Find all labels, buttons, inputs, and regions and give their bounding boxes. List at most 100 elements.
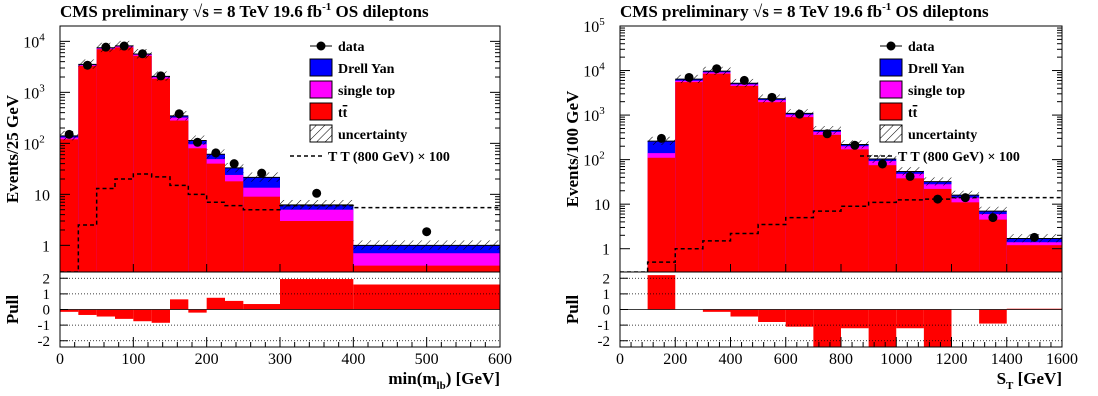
x-tick-label: 1200 — [936, 351, 968, 368]
pull-bar — [78, 309, 97, 315]
bar-ttbar — [115, 47, 134, 272]
pull-axis-label: Pull — [563, 295, 582, 325]
x-tick-label: 0 — [616, 351, 624, 368]
data-point — [64, 129, 74, 139]
data-point — [193, 137, 202, 147]
x-tick-label: 0 — [56, 351, 64, 368]
x-tick-label: 600 — [488, 351, 512, 368]
legend-data-marker — [316, 41, 326, 51]
legend-label-ttbar: tt — [338, 106, 348, 121]
x-tick-label: 500 — [415, 351, 439, 368]
data-point — [712, 64, 722, 74]
pull-bar — [96, 309, 115, 317]
y-tick-label: 102 — [23, 133, 45, 153]
x-tick-label: 200 — [663, 351, 687, 368]
x-tick-label: 300 — [268, 351, 292, 368]
bar-ttbar — [730, 85, 759, 272]
pull-bar — [280, 279, 354, 310]
pull-bar — [702, 309, 731, 312]
legend-label-signal: T T (800 GeV) × 100 — [328, 150, 450, 165]
bar-ttbar — [206, 163, 225, 272]
data-point — [101, 42, 111, 52]
data-point — [156, 71, 166, 81]
legend-label-ttbar: tt — [908, 106, 918, 121]
x-tick-label: 600 — [774, 351, 798, 368]
bar-ttbar — [896, 178, 924, 272]
legend-label-data: data — [338, 40, 364, 55]
x-axis-label: min(mlb) [GeV] — [388, 369, 500, 392]
y-tick-label: 10 — [34, 187, 50, 204]
data-point — [138, 49, 147, 59]
data-point — [905, 171, 915, 181]
data-point — [1029, 232, 1039, 242]
legend-label-drell-yan: Drell Yan — [338, 62, 395, 77]
signal-line — [620, 196, 1062, 272]
data-point — [739, 75, 749, 85]
data-point — [119, 41, 129, 51]
x-tick-label: 800 — [829, 351, 853, 368]
legend-swatch-uncertainty — [879, 124, 903, 143]
data-point — [850, 140, 860, 150]
pull-bar — [896, 309, 924, 329]
y-axis-label: Events/100 GeV — [563, 90, 582, 207]
pull-y-tick-label: 1 — [43, 287, 51, 303]
bar-ttbar — [951, 202, 980, 272]
x-tick-label: 1400 — [991, 351, 1023, 368]
legend-swatch — [309, 80, 333, 99]
pull-bar — [115, 309, 134, 319]
bar-ttbar — [758, 102, 786, 272]
data-point — [684, 72, 694, 82]
main-plot-area — [60, 40, 500, 272]
bar-ttbar — [1006, 245, 1062, 272]
data-point — [767, 92, 777, 102]
chart-title: CMS preliminary √s = 8 TeV 19.6 fb-1 OS … — [620, 1, 989, 21]
legend-swatch — [879, 80, 903, 99]
pull-axis-label: Pull — [3, 295, 22, 325]
data-point — [933, 194, 943, 204]
data-point — [229, 159, 239, 169]
bar-ttbar — [96, 49, 115, 272]
bar-ttbar — [813, 134, 841, 272]
pull-y-tick-label: -1 — [38, 318, 51, 334]
pull-bar — [758, 309, 786, 322]
pull-bar — [206, 297, 225, 310]
data-point — [795, 109, 805, 119]
pull-bar — [353, 284, 500, 310]
pull-y-tick-label: 2 — [603, 271, 611, 287]
y-axis-label: Events/25 GeV — [3, 94, 22, 203]
y-tick-label: 104 — [23, 31, 45, 51]
data-point — [312, 188, 322, 198]
y-tick-label: 103 — [583, 105, 605, 125]
pull-y-tick-label: 1 — [603, 287, 611, 303]
legend-label-uncertainty: uncertainty — [908, 128, 977, 143]
y-tick-label: 10 — [594, 197, 610, 214]
legend-data-marker — [886, 41, 896, 51]
bar-ttbar — [280, 221, 354, 272]
bar-ttbar — [60, 139, 79, 272]
legend-label-single-top: single top — [908, 84, 965, 99]
bar-ttbar — [170, 120, 189, 272]
y-tick-label: 102 — [583, 150, 605, 170]
bar-ttbar — [868, 165, 897, 272]
pull-y-tick-label: -2 — [598, 334, 611, 350]
pull-bar — [868, 309, 897, 347]
pull-bar — [188, 309, 207, 313]
pull-bar — [225, 300, 244, 310]
y-tick-label: 105 — [583, 16, 605, 36]
pull-bar — [785, 309, 814, 327]
data-point — [422, 227, 432, 237]
y-tick-label: 1 — [42, 238, 50, 255]
bar-ttbar — [151, 78, 170, 272]
bar-ttbar — [979, 219, 1007, 272]
pull-y-tick-label: -2 — [38, 334, 51, 350]
main-plot-area — [620, 66, 1062, 272]
x-tick-label: 1600 — [1046, 351, 1078, 368]
legend-label-drell-yan: Drell Yan — [908, 62, 965, 77]
pull-y-tick-label: 2 — [43, 271, 51, 287]
pull-bar — [923, 309, 952, 347]
legend-swatch — [879, 58, 903, 77]
legend-label-uncertainty: uncertainty — [338, 128, 407, 143]
